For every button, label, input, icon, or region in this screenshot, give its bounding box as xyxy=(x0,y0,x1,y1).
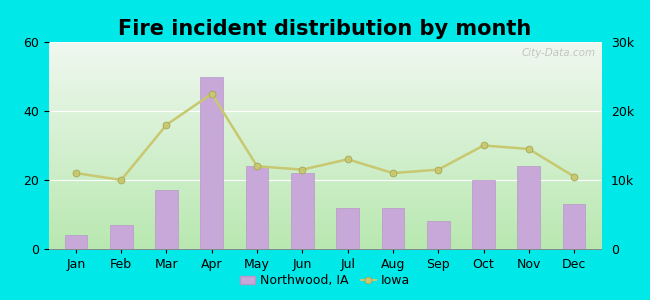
Bar xyxy=(336,208,359,249)
Text: City-Data.com: City-Data.com xyxy=(521,48,595,58)
Bar xyxy=(472,180,495,249)
Legend: Northwood, IA, Iowa: Northwood, IA, Iowa xyxy=(235,269,415,292)
Bar xyxy=(110,225,133,249)
Bar xyxy=(200,76,223,249)
Bar xyxy=(382,208,404,249)
Bar xyxy=(246,166,268,249)
Bar xyxy=(563,204,586,249)
Bar xyxy=(155,190,178,249)
Bar xyxy=(427,221,450,249)
Bar xyxy=(291,173,314,249)
Bar xyxy=(517,166,540,249)
Bar xyxy=(64,235,87,249)
Title: Fire incident distribution by month: Fire incident distribution by month xyxy=(118,19,532,39)
